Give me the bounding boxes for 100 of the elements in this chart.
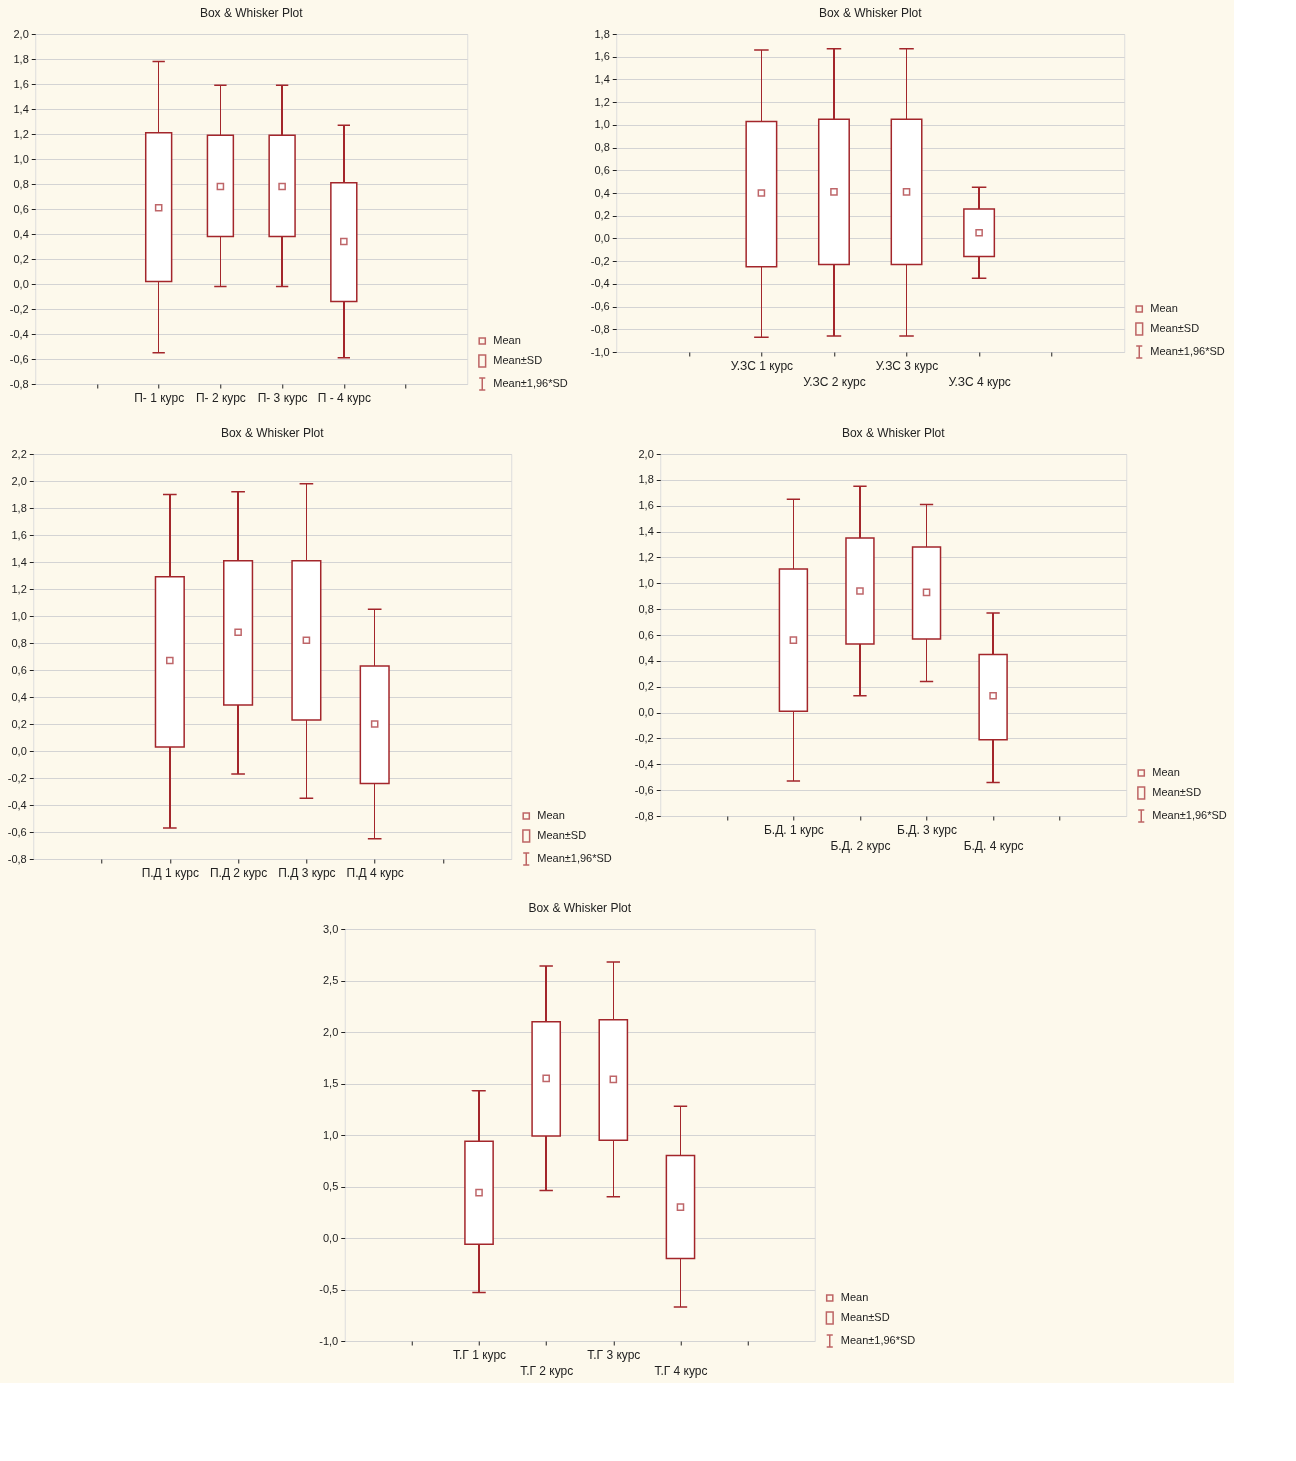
chart-title: Box & Whisker Plot — [528, 901, 632, 915]
x-tick-label: Б.Д. 4 курс — [963, 838, 1024, 853]
x-tick-label: У.ЗС 1 курс — [730, 358, 794, 373]
legend-label: Mean — [1152, 766, 1180, 778]
y-tick-label: -0,2 — [634, 731, 654, 744]
y-tick-label: 0,8 — [638, 602, 654, 615]
x-tick-label: П.Д 4 курс — [346, 865, 404, 880]
y-tick-label: 1,2 — [11, 582, 27, 595]
y-tick-label: 2,0 — [13, 27, 29, 40]
x-tick-label: У.ЗС 3 курс — [875, 358, 939, 373]
y-tick-label: -0,2 — [7, 771, 27, 784]
x-tick-label: Т.Г 4 курс — [654, 1363, 708, 1378]
x-tick-label: П.Д 3 курс — [278, 865, 336, 880]
legend-label: Mean±SD — [493, 354, 543, 366]
y-tick-label: 0,2 — [11, 717, 27, 730]
legend-label: Mean — [537, 809, 565, 821]
y-tick-label: -0,2 — [590, 254, 610, 267]
y-tick-label: 1,8 — [11, 501, 27, 514]
y-tick-label: 0,4 — [594, 186, 610, 199]
y-tick-label: 1,8 — [638, 473, 654, 486]
y-tick-label: 1,2 — [13, 127, 29, 140]
legend-label: Mean — [840, 1291, 869, 1303]
chart-title: Box & Whisker Plot — [199, 6, 304, 20]
y-tick-label: -0,6 — [9, 352, 29, 365]
legend-label: Mean±SD — [1150, 322, 1200, 334]
chart-title: Box & Whisker Plot — [220, 426, 325, 440]
y-tick-label: 0,8 — [11, 636, 27, 649]
y-tick-label: 1,4 — [13, 102, 29, 115]
y-tick-label: 1,4 — [594, 72, 610, 85]
y-tick-label: 1,8 — [594, 27, 610, 40]
legend-label: Mean±1,96*SD — [1152, 809, 1227, 821]
y-tick-label: 0,6 — [594, 163, 610, 176]
y-tick-label: 1,6 — [594, 50, 610, 63]
x-tick-label: Т.Г 2 курс — [520, 1363, 574, 1378]
y-tick-label: 0,0 — [13, 277, 29, 290]
y-tick-label: -0,6 — [590, 300, 610, 313]
legend-label: Mean±SD — [1152, 786, 1202, 798]
x-tick-label: Т.Г 3 курс — [587, 1347, 641, 1362]
x-tick-label: П - 4 курс — [317, 390, 371, 405]
y-tick-label: -0,8 — [7, 852, 27, 865]
legend-label: Mean — [493, 334, 521, 346]
y-tick-label: 1,0 — [13, 152, 29, 165]
y-tick-label: -1,0 — [590, 345, 610, 358]
y-tick-label: 1,5 — [322, 1077, 339, 1089]
y-tick-label: 2,0 — [638, 447, 654, 460]
x-tick-label: П- 3 курс — [257, 390, 308, 405]
y-tick-label: 0,5 — [322, 1180, 339, 1192]
legend-label: Mean±1,96*SD — [493, 377, 568, 389]
y-tick-label: 2,5 — [322, 974, 339, 986]
y-tick-label: -0,4 — [9, 327, 29, 340]
chart-title: Box & Whisker Plot — [841, 426, 946, 440]
y-tick-label: -0,8 — [634, 809, 654, 822]
y-tick-label: -1,0 — [319, 1334, 339, 1347]
y-tick-label: 2,0 — [322, 1025, 339, 1038]
x-tick-label: Б.Д. 1 курс — [763, 822, 824, 837]
y-tick-label: 1,6 — [11, 528, 27, 541]
y-tick-label: 0,8 — [13, 177, 29, 190]
y-tick-label: -0,8 — [9, 377, 29, 390]
y-tick-label: 1,2 — [638, 550, 654, 563]
y-tick-label: 0,6 — [11, 663, 27, 676]
y-tick-label: 1,0 — [322, 1128, 339, 1141]
y-tick-label: 1,8 — [13, 52, 29, 65]
legend-label: Mean±1,96*SD — [1150, 345, 1225, 357]
y-tick-label: 1,6 — [13, 77, 29, 90]
y-tick-label: -0,5 — [319, 1283, 339, 1295]
y-tick-label: -0,6 — [7, 825, 27, 838]
y-tick-label: 3,0 — [322, 922, 339, 935]
y-tick-label: 0,0 — [322, 1231, 339, 1244]
legend-label: Mean±1,96*SD — [537, 852, 612, 864]
x-tick-label: У.ЗС 2 курс — [803, 374, 866, 389]
y-tick-label: 2,0 — [11, 474, 27, 487]
x-tick-label: П- 1 курс — [134, 390, 185, 405]
y-tick-label: 0,0 — [638, 706, 654, 719]
y-tick-label: 1,4 — [11, 555, 27, 568]
x-tick-label: Т.Г 1 курс — [452, 1347, 507, 1362]
y-tick-label: -0,4 — [7, 798, 27, 811]
y-tick-label: 0,2 — [13, 252, 29, 265]
y-tick-label: -0,4 — [590, 277, 610, 290]
y-tick-label: -0,8 — [590, 322, 610, 335]
y-tick-label: 1,0 — [638, 576, 654, 589]
chart-title: Box & Whisker Plot — [818, 6, 923, 20]
legend-label: Mean — [1150, 302, 1178, 314]
y-tick-label: 0,4 — [13, 227, 29, 240]
y-tick-label: 0,6 — [13, 202, 29, 215]
x-tick-label: Б.Д. 2 курс — [830, 838, 891, 853]
y-tick-label: 0,4 — [638, 654, 654, 667]
y-tick-label: -0,6 — [634, 783, 654, 796]
y-tick-label: 0,4 — [11, 690, 27, 703]
x-tick-label: У.ЗС 4 курс — [948, 374, 1011, 389]
legend-label: Mean±SD — [840, 1311, 890, 1323]
legend-label: Mean±SD — [537, 829, 587, 841]
y-tick-label: 1,6 — [638, 499, 654, 512]
y-tick-label: -0,2 — [9, 302, 29, 315]
y-tick-label: 0,2 — [594, 209, 610, 222]
y-tick-label: 0,2 — [638, 680, 654, 693]
x-tick-label: П- 2 курс — [195, 390, 246, 405]
y-tick-label: 1,0 — [11, 609, 27, 622]
y-tick-label: -0,4 — [634, 757, 654, 770]
y-tick-label: 2,2 — [11, 447, 27, 460]
y-tick-label: 0,8 — [594, 141, 610, 154]
